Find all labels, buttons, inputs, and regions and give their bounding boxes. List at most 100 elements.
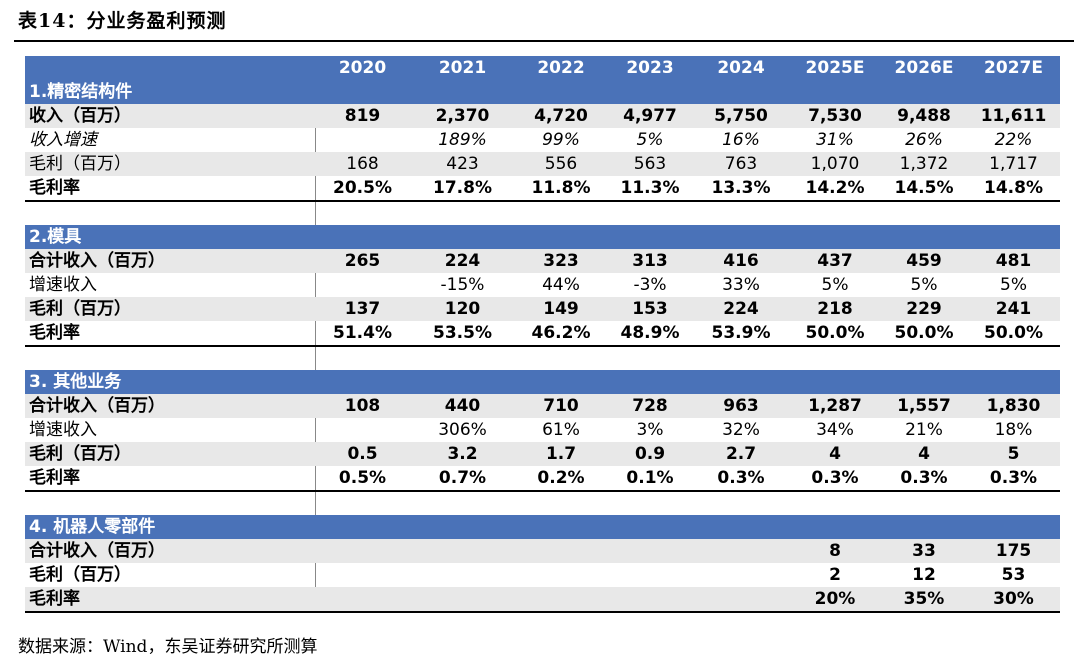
table-cell: 53.9% <box>711 322 771 343</box>
table-cell: 137 <box>344 298 381 319</box>
table-cell: 5 <box>1007 443 1020 464</box>
table-cell: 4,977 <box>623 105 677 126</box>
section-header: 2.模具 <box>25 225 1060 249</box>
table-cell: 33 <box>912 540 936 561</box>
table-row: 毛利（百万） 0.5 3.2 1.7 0.9 2.7 4 4 5 <box>25 442 1060 466</box>
table-cell: 440 <box>444 395 481 416</box>
table-cell: 175 <box>995 540 1032 561</box>
table-row: 收入增速 189% 99% 5% 16% 31% 26% 22% <box>25 128 1060 152</box>
table-row: 毛利率 0.5% 0.7% 0.2% 0.1% 0.3% 0.3% 0.3% 0.3% <box>25 466 1060 492</box>
table-cell: 1,372 <box>899 153 949 174</box>
row-label: 毛利率 <box>29 588 80 609</box>
table-cell: 229 <box>906 298 942 319</box>
table-cell: 819 <box>344 105 381 126</box>
column-header: 2022 <box>537 57 585 78</box>
table-cell: 153 <box>632 298 668 319</box>
table-cell: 5% <box>821 274 849 295</box>
table-cell: 0.5 <box>347 443 378 464</box>
table-cell: 50.0% <box>984 322 1043 343</box>
table-cell: 0.5% <box>338 467 387 488</box>
table-cell: 50.0% <box>894 322 954 343</box>
table-cell: 32% <box>722 419 760 440</box>
row-label: 增速收入 <box>29 419 97 440</box>
section-title: 4. 机器人零部件 <box>29 516 156 537</box>
section-title: 1.精密结构件 <box>29 81 133 102</box>
column-divider <box>315 56 316 613</box>
section-title: 3. 其他业务 <box>29 371 122 392</box>
table-cell: 481 <box>995 250 1032 271</box>
table-cell: 0.1% <box>626 467 674 488</box>
row-label: 毛利率 <box>29 322 80 343</box>
section-spacer <box>25 492 1060 515</box>
table-cell: 16% <box>722 129 760 150</box>
table-cell: 11.3% <box>620 177 680 198</box>
table-cell: 17.8% <box>433 177 492 198</box>
table-cell: 53.5% <box>433 322 492 343</box>
table-cell: 11,611 <box>980 105 1047 126</box>
table-cell: 53 <box>1001 564 1026 585</box>
table-cell: 0.3% <box>989 467 1038 488</box>
table-cell: -15% <box>440 274 485 295</box>
table-cell: 5,750 <box>714 105 768 126</box>
table-cell: 224 <box>444 250 481 271</box>
table-cell: 423 <box>446 153 479 174</box>
table-row: 合计收入（百万） 265 224 323 313 416 437 459 481 <box>25 249 1060 273</box>
profit-forecast-table: 2020 2021 2022 2023 2024 2025E 2026E 2027E 1.精密… <box>25 56 1060 613</box>
table-cell: 8 <box>829 540 841 561</box>
table-cell: 313 <box>632 250 668 271</box>
section-header: 4. 机器人零部件 <box>25 515 1060 539</box>
table-cell: 0.9 <box>634 443 666 464</box>
row-label: 毛利（百万） <box>29 443 131 464</box>
table-cell: 4 <box>829 443 841 464</box>
table-cell: 1,557 <box>897 395 951 416</box>
table-cell: 50.0% <box>805 322 865 343</box>
table-cell: 44% <box>542 274 580 295</box>
column-header: 2026E <box>894 57 954 78</box>
table-cell: 48.9% <box>620 322 680 343</box>
table-cell: 763 <box>724 153 758 174</box>
table-cell: 108 <box>344 395 381 416</box>
table-cell: 0.2% <box>537 467 585 488</box>
table-cell: 1,070 <box>810 153 860 174</box>
section-header: 3. 其他业务 <box>25 370 1060 394</box>
table-row: 毛利率 20.5% 17.8% 11.8% 11.3% 13.3% 14.2% 14.5% 14… <box>25 176 1060 202</box>
column-header: 2021 <box>438 57 487 78</box>
table-cell: 323 <box>543 250 579 271</box>
column-header: 2024 <box>717 57 765 78</box>
table-cell: 728 <box>632 395 668 416</box>
table-cell: 5% <box>636 129 664 150</box>
table-cell: 2.7 <box>725 443 757 464</box>
table-row: 合计收入（百万） 8 33 175 <box>25 539 1060 563</box>
table-cell: 33% <box>722 274 760 295</box>
table-cell: 0.3% <box>900 467 948 488</box>
header-row: 2020 2021 2022 2023 2024 2025E 2026E 2027E <box>25 56 1060 80</box>
table-cell: 416 <box>723 250 759 271</box>
row-label: 毛利（百万） <box>29 564 131 585</box>
table-cell: 0.3% <box>717 467 765 488</box>
row-label: 毛利率 <box>29 467 80 488</box>
row-label: 合计收入（百万） <box>29 395 165 416</box>
table-cell: 120 <box>444 298 481 319</box>
table-cell: 224 <box>723 298 759 319</box>
table-cell: 241 <box>995 298 1032 319</box>
table-cell: 3.2 <box>447 443 478 464</box>
table-cell: 189% <box>438 129 487 150</box>
table-row: 增速收入 -15% 44% -3% 33% 5% 5% 5% <box>25 273 1060 297</box>
table-cell: 149 <box>543 298 579 319</box>
table-row: 毛利率 51.4% 53.5% 46.2% 48.9% 53.9% 50.0% 50.0% 50… <box>25 321 1060 347</box>
table-cell: 22% <box>994 129 1033 150</box>
table-cell: 2,370 <box>435 105 490 126</box>
table-cell: 7,530 <box>808 105 862 126</box>
table-row: 毛利（百万） 168 423 556 563 763 1,070 1,372 1,717 <box>25 152 1060 176</box>
table-cell: 5% <box>910 274 938 295</box>
table-cell: 3% <box>636 419 664 440</box>
table-title: 表14：分业务盈利预测 <box>18 10 227 32</box>
row-label: 收入增速 <box>29 129 97 150</box>
section-title: 2.模具 <box>29 226 82 247</box>
table-cell: 12 <box>912 564 936 585</box>
table-cell: 18% <box>994 419 1033 440</box>
column-header: 2023 <box>626 57 674 78</box>
row-label: 合计收入（百万） <box>29 540 165 561</box>
table-cell: 26% <box>905 129 943 150</box>
title-rule <box>14 40 1074 42</box>
